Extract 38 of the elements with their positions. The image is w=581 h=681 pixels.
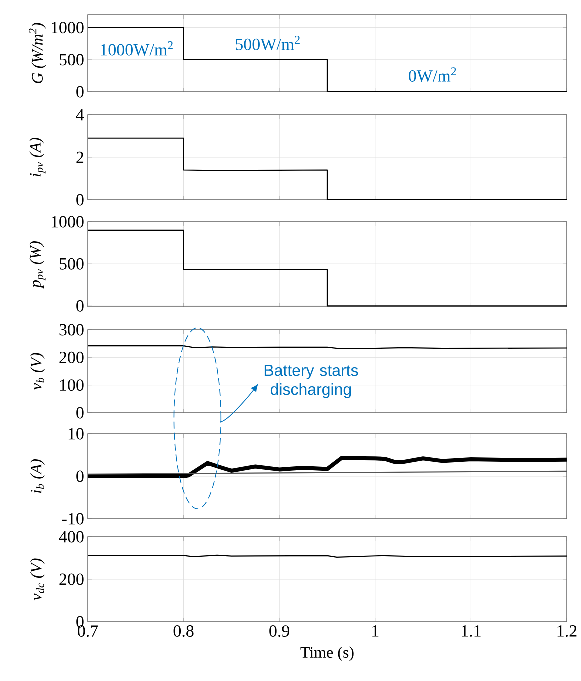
y-tick-label: 200: [60, 574, 84, 586]
annotation: 500W/m$^{2}$: [236, 36, 300, 50]
y-tick-label: 0: [76, 470, 84, 482]
x-tick-label: 1.1: [462, 626, 481, 637]
y-axis-title: v$_{b}$ (V): [30, 353, 45, 390]
y-tick-label: 1000: [52, 22, 84, 34]
y-axis-title: i$_{b}$ (A): [30, 460, 45, 494]
y-tick-label: 1000: [52, 216, 84, 228]
x-tick-label: 0.8: [174, 626, 194, 638]
y-tick-label: 0: [76, 300, 84, 312]
y-tick-label: 0: [76, 407, 84, 419]
y-axis-title: G (W/m$^{2}$): [29, 23, 46, 84]
y-tick-label: 0: [76, 616, 84, 628]
annotation: 0W/m$^{2}$: [409, 68, 456, 82]
y-tick-label: 10: [68, 428, 84, 440]
y-tick-label: 300: [60, 324, 84, 336]
x-tick-label: 1.2: [558, 626, 577, 638]
y-tick-label: 100: [60, 380, 84, 392]
annotation: 1000W/m$^{2}$: [101, 41, 173, 56]
annotation: Battery starts discharging: [264, 365, 358, 398]
x-tick-label: 0.9: [270, 626, 290, 638]
y-tick-label: 500: [60, 258, 84, 270]
y-tick-label: 200: [60, 352, 84, 364]
y-tick-label: 500: [60, 54, 84, 66]
x-tick-label: 1: [372, 626, 379, 637]
y-tick-label: 400: [59, 531, 84, 543]
y-axis-title: i$_{pv}$ (A): [30, 138, 46, 177]
y-tick-label: 0: [76, 194, 84, 206]
y-axis-title: v$_{dc}$ (V): [30, 558, 45, 601]
y-tick-label: 4: [76, 109, 84, 121]
x-tick-label: 0.7: [78, 626, 98, 638]
y-axis-title: p$_{pv}$ (W): [30, 241, 46, 289]
line-series: [87, 138, 568, 201]
y-tick-label: -10: [62, 513, 84, 525]
y-tick-label: 0: [76, 86, 84, 98]
line-series: [86, 456, 569, 478]
x-axis-title: Time (s): [300, 646, 354, 662]
y-tick-label: 2: [76, 152, 84, 164]
